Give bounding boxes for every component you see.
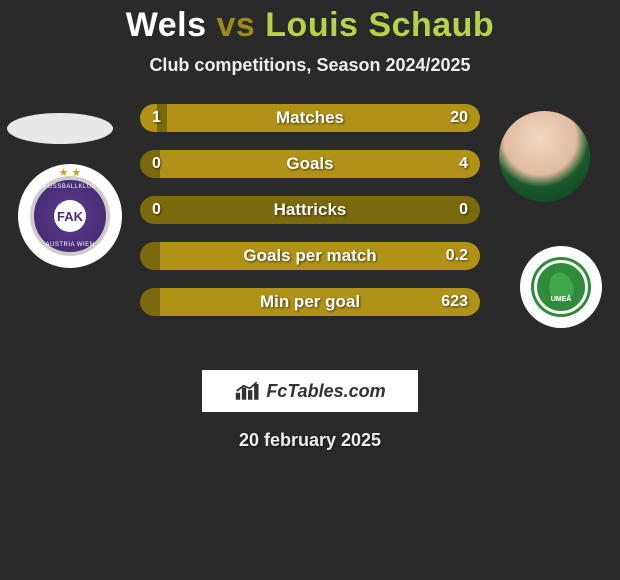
- vs-label: vs: [217, 6, 256, 44]
- stat-value-right: 0.2: [446, 242, 468, 270]
- stat-bar: 0.2Goals per match: [140, 242, 480, 270]
- stat-label: Hattricks: [140, 196, 480, 224]
- bar-fill-right: [160, 288, 480, 316]
- stat-bar: 0 0Hattricks: [140, 196, 480, 224]
- stat-value-left: 1: [152, 104, 161, 132]
- stat-bars: 120Matches04Goals00Hattricks0.2Goals per…: [140, 104, 480, 334]
- stat-value-right: 0: [459, 196, 468, 224]
- stat-value-left: 0: [152, 196, 161, 224]
- page-title: Wels vs Louis Schaub: [0, 6, 620, 45]
- brand-box[interactable]: FcTables.com: [202, 370, 418, 412]
- bar-chart-icon: [234, 380, 262, 402]
- club2-label: UMEÅ: [551, 296, 572, 303]
- player1-name: Wels: [126, 6, 207, 44]
- bar-fill-right: [160, 242, 480, 270]
- subtitle: Club competitions, Season 2024/2025: [0, 55, 620, 76]
- stat-bar: 623Min per goal: [140, 288, 480, 316]
- comparison-card: Wels vs Louis Schaub Club competitions, …: [0, 0, 620, 451]
- player2-avatar: [499, 111, 590, 202]
- stats-area: ★ ★ FUSSBALLKLUB FAK AUSTRIA WIEN UMEÅ 1…: [0, 104, 620, 354]
- club1-stars: ★ ★: [34, 166, 106, 179]
- club1-crest: ★ ★ FUSSBALLKLUB FAK AUSTRIA WIEN: [30, 176, 110, 256]
- bar-fill-right: [167, 104, 480, 132]
- player1-club-crest: ★ ★ FUSSBALLKLUB FAK AUSTRIA WIEN: [18, 164, 122, 268]
- stat-value-right: 20: [450, 104, 468, 132]
- player2-name: Louis Schaub: [265, 6, 494, 44]
- club1-ring-top: FUSSBALLKLUB: [34, 184, 106, 190]
- stat-bar: 04Goals: [140, 150, 480, 178]
- player1-avatar: [7, 113, 113, 144]
- date: 20 february 2025: [0, 430, 620, 451]
- club2-crest: UMEÅ: [531, 257, 591, 317]
- stat-value-left: 0: [152, 150, 161, 178]
- stat-value-right: 623: [441, 288, 468, 316]
- stat-bar: 120Matches: [140, 104, 480, 132]
- bar-fill-right: [160, 150, 480, 178]
- club1-ring-bottom: AUSTRIA WIEN: [34, 242, 106, 248]
- player2-club-crest: UMEÅ: [520, 246, 602, 328]
- stat-value-right: 4: [459, 150, 468, 178]
- brand-text: FcTables.com: [266, 381, 385, 402]
- club1-center: FAK: [54, 200, 86, 232]
